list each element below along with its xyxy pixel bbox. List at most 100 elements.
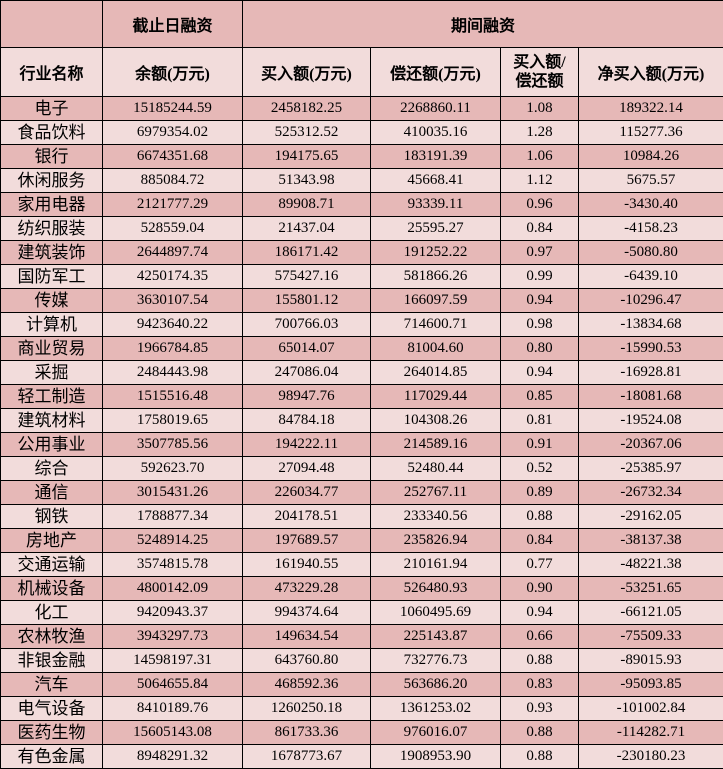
ratio-cell: 0.66 [500,624,579,649]
net-buy-cell: -38137.38 [577,528,723,553]
ratio-cell: 0.94 [500,360,579,385]
ratio-cell: 0.81 [500,408,579,433]
industry-cell: 公用事业 [0,432,103,457]
table-row: 商业贸易 1966784.85 65014.07 81004.60 0.80 -15990… [0,336,723,361]
net-buy-cell: -101002.84 [577,696,723,721]
balance-cell: 3574815.78 [102,552,243,577]
buy-cell: 226034.77 [242,480,371,505]
industry-cell: 银行 [0,144,103,169]
table-row: 建筑装饰 2644897.74 186171.42 191252.22 0.97 -508… [0,240,723,265]
table-row: 机械设备 4800142.09 473229.28 526480.93 0.90 -532… [0,576,723,601]
balance-cell: 15185244.59 [102,96,243,121]
ratio-cell: 1.12 [500,168,579,193]
ratio-cell: 0.93 [500,696,579,721]
industry-cell: 非银金融 [0,648,103,673]
buy-cell: 994374.64 [242,600,371,625]
balance-cell: 2484443.98 [102,360,243,385]
ratio-cell: 0.97 [500,240,579,265]
repay-cell: 410035.16 [370,120,501,145]
balance-cell: 4250174.35 [102,264,243,289]
ratio-cell: 0.90 [500,576,579,601]
industry-cell: 纺织服装 [0,216,103,241]
balance-cell: 14598197.31 [102,648,243,673]
industry-cell: 国防军工 [0,264,103,289]
header-ratio: 买入额/偿还额 [500,47,579,97]
net-buy-cell: -53251.65 [577,576,723,601]
repay-cell: 45668.41 [370,168,501,193]
repay-cell: 1060495.69 [370,600,501,625]
repay-cell: 93339.11 [370,192,501,217]
industry-cell: 传媒 [0,288,103,313]
header-ratio-line1: 买入额/ [513,54,566,71]
industry-cell: 有色金属 [0,744,103,769]
balance-cell: 8948291.32 [102,744,243,769]
table-row: 农林牧渔 3943297.73 149634.54 225143.87 0.66 -755… [0,624,723,649]
header-net: 净买入额(万元) [577,47,723,97]
table-row: 通信 3015431.26 226034.77 252767.11 0.89 -26732… [0,480,723,505]
repay-cell: 166097.59 [370,288,501,313]
net-buy-cell: -95093.85 [577,672,723,697]
ratio-cell: 1.08 [500,96,579,121]
net-buy-cell: 189322.14 [577,96,723,121]
ratio-cell: 0.84 [500,216,579,241]
net-buy-cell: 10984.26 [577,144,723,169]
table-row: 采掘 2484443.98 247086.04 264014.85 0.94 -16928… [0,360,723,385]
table-row: 有色金属 8948291.32 1678773.67 1908953.90 0.88 -2… [0,744,723,769]
buy-cell: 525312.52 [242,120,371,145]
table-row: 房地产 5248914.25 197689.57 235826.94 0.84 -3813… [0,528,723,553]
repay-cell: 52480.44 [370,456,501,481]
ratio-cell: 0.99 [500,264,579,289]
net-buy-cell: -19524.08 [577,408,723,433]
repay-cell: 264014.85 [370,360,501,385]
repay-cell: 117029.44 [370,384,501,409]
net-buy-cell: -18081.68 [577,384,723,409]
ratio-cell: 0.88 [500,648,579,673]
repay-cell: 1908953.90 [370,744,501,769]
balance-cell: 5248914.25 [102,528,243,553]
industry-cell: 电气设备 [0,696,103,721]
industry-cell: 采掘 [0,360,103,385]
net-buy-cell: -5080.80 [577,240,723,265]
net-buy-cell: -16928.81 [577,360,723,385]
industry-cell: 机械设备 [0,576,103,601]
buy-cell: 473229.28 [242,576,371,601]
repay-cell: 563686.20 [370,672,501,697]
table-row: 电子 15185244.59 2458182.25 2268860.11 1.08 189… [0,96,723,121]
balance-cell: 3943297.73 [102,624,243,649]
repay-cell: 526480.93 [370,576,501,601]
buy-cell: 1678773.67 [242,744,371,769]
balance-cell: 1788877.34 [102,504,243,529]
ratio-cell: 0.88 [500,744,579,769]
net-buy-cell: -48221.38 [577,552,723,577]
industry-cell: 医药生物 [0,720,103,745]
repay-cell: 210161.94 [370,552,501,577]
table-row: 建筑材料 1758019.65 84784.18 104308.26 0.81 -1952… [0,408,723,433]
net-buy-cell: -26732.34 [577,480,723,505]
table-row: 化工 9420943.37 994374.64 1060495.69 0.94 -6612… [0,600,723,625]
industry-cell: 建筑装饰 [0,240,103,265]
repay-cell: 252767.11 [370,480,501,505]
balance-cell: 9420943.37 [102,600,243,625]
repay-cell: 235826.94 [370,528,501,553]
balance-cell: 528559.04 [102,216,243,241]
header-blank-cell [0,0,103,48]
repay-cell: 191252.22 [370,240,501,265]
net-buy-cell: 115277.36 [577,120,723,145]
table-row: 汽车 5064655.84 468592.36 563686.20 0.83 -95093… [0,672,723,697]
buy-cell: 204178.51 [242,504,371,529]
balance-cell: 9423640.22 [102,312,243,337]
repay-cell: 233340.56 [370,504,501,529]
ratio-cell: 0.98 [500,312,579,337]
industry-cell: 综合 [0,456,103,481]
table-row: 电气设备 8410189.76 1260250.18 1361253.02 0.93 -1… [0,696,723,721]
buy-cell: 27094.48 [242,456,371,481]
industry-cell: 钢铁 [0,504,103,529]
industry-cell: 轻工制造 [0,384,103,409]
repay-cell: 976016.07 [370,720,501,745]
header-row-groups: 截止日融资 期间融资 [0,0,723,48]
table-row: 国防军工 4250174.35 575427.16 581866.26 0.99 -643… [0,264,723,289]
header-repay: 偿还额(万元) [370,47,501,97]
balance-cell: 1758019.65 [102,408,243,433]
balance-cell: 3507785.56 [102,432,243,457]
